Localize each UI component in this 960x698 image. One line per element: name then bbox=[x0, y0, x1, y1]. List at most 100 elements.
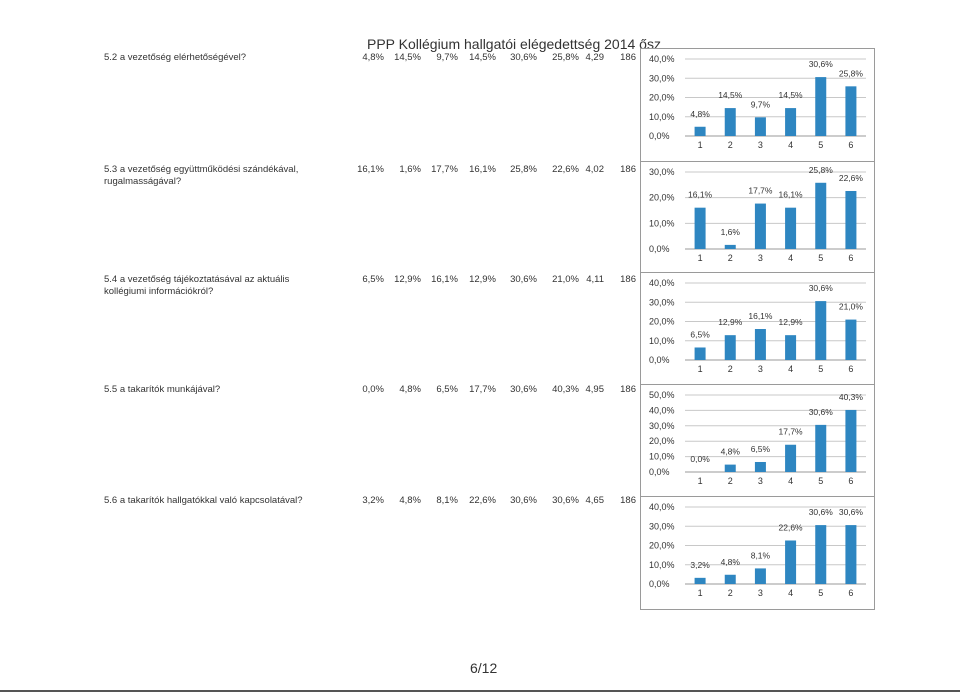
data-label: 12,9% bbox=[718, 317, 743, 327]
bar bbox=[694, 207, 706, 249]
bar bbox=[815, 77, 827, 136]
bar bbox=[724, 464, 736, 472]
x-tick-label: 4 bbox=[788, 588, 793, 598]
bar bbox=[754, 203, 766, 249]
percent-cell-2: 4,8% bbox=[399, 495, 421, 506]
data-label: 4,8% bbox=[721, 447, 741, 457]
percent-cell-4: 14,5% bbox=[469, 52, 496, 63]
question-text: 5.5 a takarítók munkájával? bbox=[104, 384, 221, 395]
data-label: 21,0% bbox=[839, 302, 864, 312]
data-label: 30,6% bbox=[809, 407, 834, 417]
bar bbox=[785, 108, 797, 136]
data-label: 30,6% bbox=[809, 283, 834, 293]
average-cell: 4,02 bbox=[585, 164, 605, 175]
data-label: 12,9% bbox=[779, 317, 804, 327]
bar-chart: 0,0% 10,0% 20,0% 30,0% 40,0% 3,2% 1 4,8% 2 8,1% 3 2… bbox=[640, 496, 875, 610]
data-label: 0,0% bbox=[690, 454, 710, 464]
percent-cell-4: 22,6% bbox=[469, 495, 496, 506]
data-label: 14,5% bbox=[718, 90, 743, 100]
y-tick-label: 0,0% bbox=[649, 467, 670, 477]
bar bbox=[694, 347, 706, 360]
bar bbox=[724, 335, 736, 360]
bar bbox=[754, 117, 766, 136]
data-label: 17,7% bbox=[779, 427, 804, 437]
data-label: 22,6% bbox=[839, 173, 864, 183]
x-tick-label: 6 bbox=[848, 140, 853, 150]
percent-cell-1: 4,8% bbox=[362, 52, 384, 63]
data-label: 6,5% bbox=[690, 329, 710, 339]
y-tick-label: 30,0% bbox=[649, 73, 675, 83]
question-text: 5.4 a vezetőség tájékoztatásával az aktu… bbox=[104, 274, 290, 297]
x-tick-label: 1 bbox=[698, 364, 703, 374]
y-tick-label: 30,0% bbox=[649, 421, 675, 431]
y-tick-label: 20,0% bbox=[649, 193, 675, 203]
x-tick-label: 2 bbox=[728, 476, 733, 486]
x-tick-label: 5 bbox=[818, 140, 823, 150]
percent-cell-1: 16,1% bbox=[357, 164, 384, 175]
data-label: 40,3% bbox=[839, 392, 864, 402]
data-label: 14,5% bbox=[779, 90, 804, 100]
bar bbox=[785, 540, 797, 584]
percent-cell-5: 25,8% bbox=[510, 164, 537, 175]
y-tick-label: 20,0% bbox=[649, 436, 675, 446]
x-tick-label: 3 bbox=[758, 364, 763, 374]
bar bbox=[724, 244, 736, 249]
bar bbox=[694, 577, 706, 584]
data-label: 4,8% bbox=[721, 557, 741, 567]
question-text: 5.3 a vezetőség együttműködési szándékáv… bbox=[104, 164, 299, 187]
y-tick-label: 40,0% bbox=[649, 54, 675, 64]
percent-cell-6: 21,0% bbox=[552, 274, 579, 285]
data-label: 1,6% bbox=[721, 227, 741, 237]
bar bbox=[724, 108, 736, 136]
percent-cell-5: 30,6% bbox=[510, 52, 537, 63]
x-tick-label: 6 bbox=[848, 476, 853, 486]
count-cell: 186 bbox=[620, 495, 636, 506]
data-label: 3,2% bbox=[690, 560, 710, 570]
x-tick-label: 4 bbox=[788, 476, 793, 486]
count-cell: 186 bbox=[620, 274, 636, 285]
percent-cell-6: 25,8% bbox=[552, 52, 579, 63]
y-tick-label: 10,0% bbox=[649, 112, 675, 122]
x-tick-label: 3 bbox=[758, 253, 763, 263]
x-tick-label: 4 bbox=[788, 140, 793, 150]
x-tick-label: 4 bbox=[788, 253, 793, 263]
percent-cell-1: 6,5% bbox=[362, 274, 384, 285]
average-cell: 4,95 bbox=[585, 384, 605, 395]
bar bbox=[754, 329, 766, 360]
data-label: 16,1% bbox=[779, 190, 804, 200]
percent-cell-3: 16,1% bbox=[431, 274, 458, 285]
y-tick-label: 0,0% bbox=[649, 244, 670, 254]
data-label: 30,6% bbox=[839, 507, 864, 517]
bar-chart: 0,0% 10,0% 20,0% 30,0% 16,1% 1 1,6% 2 17,7% 3 16,1… bbox=[640, 161, 875, 275]
data-label: 30,6% bbox=[809, 507, 834, 517]
bar-chart-svg: 0,0% 10,0% 20,0% 30,0% 16,1% 1 1,6% 2 17,7% 3 16,1… bbox=[649, 165, 866, 263]
y-tick-label: 20,0% bbox=[649, 317, 675, 327]
x-tick-label: 5 bbox=[818, 364, 823, 374]
question-row: 5.5 a takarítók munkájával? 0,0% 4,8% 6,5% 1… bbox=[0, 384, 640, 424]
percent-cell-3: 17,7% bbox=[431, 164, 458, 175]
bar bbox=[754, 461, 766, 472]
bar-chart: 0,0% 10,0% 20,0% 30,0% 40,0% 6,5% 1 12,9% 2 16,1%… bbox=[640, 272, 875, 386]
page-bottom-divider bbox=[0, 690, 960, 692]
x-tick-label: 5 bbox=[818, 476, 823, 486]
x-tick-label: 1 bbox=[698, 588, 703, 598]
bar-chart-svg: 0,0% 10,0% 20,0% 30,0% 40,0% 50,0% 0,0% 1 4,8% 2 6… bbox=[649, 390, 866, 486]
bar bbox=[815, 525, 827, 584]
percent-cell-4: 12,9% bbox=[469, 274, 496, 285]
percent-cell-2: 12,9% bbox=[394, 274, 421, 285]
y-tick-label: 10,0% bbox=[649, 452, 675, 462]
bar bbox=[785, 335, 797, 360]
bar bbox=[785, 444, 797, 472]
y-tick-label: 30,0% bbox=[649, 297, 675, 307]
y-tick-label: 0,0% bbox=[649, 131, 670, 141]
x-tick-label: 2 bbox=[728, 140, 733, 150]
y-tick-label: 30,0% bbox=[649, 167, 675, 177]
bar bbox=[845, 190, 857, 249]
data-label: 8,1% bbox=[751, 550, 771, 560]
count-cell: 186 bbox=[620, 384, 636, 395]
y-tick-label: 0,0% bbox=[649, 579, 670, 589]
percent-cell-2: 1,6% bbox=[399, 164, 421, 175]
data-label: 16,1% bbox=[688, 190, 713, 200]
data-label: 22,6% bbox=[779, 522, 804, 532]
x-tick-label: 5 bbox=[818, 253, 823, 263]
